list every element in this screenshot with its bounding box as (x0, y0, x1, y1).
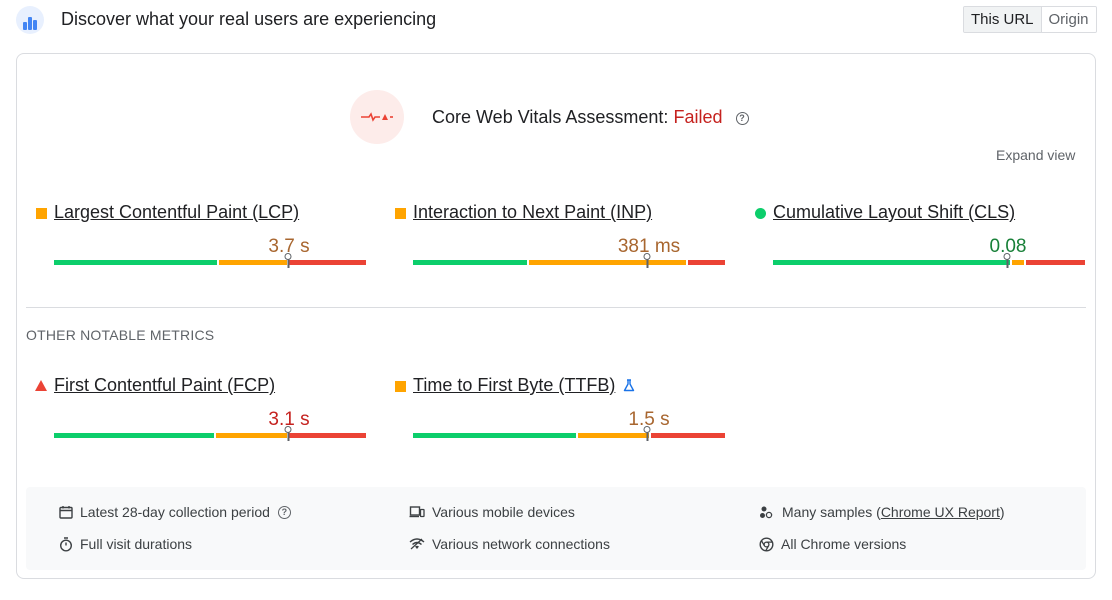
assessment-status: Failed (673, 107, 723, 127)
metric-lcp: Largest Contentful Paint (LCP) 3.7 s (36, 202, 366, 282)
metric-value-ttfb: 1.5 s (628, 409, 670, 430)
assessment-heading: Core Web Vitals Assessment: Failed ? (432, 107, 749, 128)
flask-icon[interactable] (623, 379, 635, 392)
crux-logo-icon (16, 6, 44, 34)
chrome-ux-report-link[interactable]: Chrome UX Report (880, 504, 1000, 520)
orange-square-icon (395, 208, 406, 219)
metric-value-lcp: 3.7 s (268, 236, 310, 257)
samples-prefix: Many samples ( (782, 504, 881, 520)
network-item: Various network connections (409, 536, 610, 552)
stopwatch-icon (59, 536, 73, 552)
data-info-footer: Latest 28-day collection period ? Variou… (26, 487, 1086, 570)
devices-icon (409, 506, 425, 518)
p75-marker (643, 426, 651, 441)
samples-item: Many samples (Chrome UX Report) (759, 504, 1005, 520)
distribution-bar-ttfb (413, 426, 725, 441)
origin-button[interactable]: Origin (1041, 7, 1096, 32)
metric-label-fcp[interactable]: First Contentful Paint (FCP) (54, 375, 276, 395)
report-header: Discover what your real users are experi… (0, 0, 1112, 40)
needs-improvement-segment (219, 260, 287, 265)
devices-text: Various mobile devices (432, 504, 575, 520)
needs-improvement-segment (216, 433, 287, 438)
this-url-button[interactable]: This URL (964, 7, 1042, 32)
other-metrics-heading: OTHER NOTABLE METRICS (26, 327, 215, 343)
metric-label-lcp[interactable]: Largest Contentful Paint (LCP) (54, 202, 300, 222)
calendar-icon (59, 506, 73, 519)
green-circle-icon (755, 208, 766, 219)
metric-fcp: First Contentful Paint (FCP) 3.1 s (35, 375, 366, 455)
metric-label-cls[interactable]: Cumulative Layout Shift (CLS) (773, 202, 1016, 222)
poor-segment (1026, 260, 1085, 265)
section-divider (26, 307, 1086, 308)
metric-value-inp: 381 ms (617, 236, 681, 257)
help-circle-icon[interactable]: ? (735, 112, 749, 125)
p75-marker (284, 253, 292, 268)
metric-inp: Interaction to Next Paint (INP) 381 ms (395, 202, 725, 282)
durations-text: Full visit durations (80, 536, 193, 552)
collection-period-text: Latest 28-day collection period (80, 504, 270, 520)
good-segment (54, 260, 218, 265)
needs-improvement-segment (528, 260, 687, 265)
devices-item: Various mobile devices (409, 504, 575, 520)
url-origin-toggle[interactable]: This URL Origin (963, 6, 1097, 33)
assessment-label: Core Web Vitals Assessment: (432, 107, 669, 127)
chrome-icon (759, 536, 774, 552)
good-segment (413, 433, 577, 438)
chrome-versions-item: All Chrome versions (759, 536, 906, 552)
network-text: Various network connections (432, 536, 610, 552)
needs-improvement-segment (1012, 260, 1025, 265)
red-triangle-icon (35, 380, 47, 391)
distribution-bar-fcp (54, 426, 366, 441)
metric-cls: Cumulative Layout Shift (CLS) 0.08 (755, 202, 1085, 282)
metric-label-ttfb[interactable]: Time to First Byte (TTFB) (413, 375, 616, 395)
distribution-bar-cls (773, 253, 1085, 268)
collection-period-item: Latest 28-day collection period ? (59, 504, 291, 520)
expand-view-link[interactable]: Expand view (996, 147, 1076, 163)
distribution-bar-inp (413, 253, 725, 268)
poor-segment (289, 260, 366, 265)
good-segment (54, 433, 215, 438)
needs-improvement-segment (578, 433, 650, 438)
failed-waveform-icon (350, 90, 404, 144)
good-segment (413, 260, 527, 265)
poor-segment (651, 433, 725, 438)
metric-value-fcp: 3.1 s (268, 409, 310, 430)
distribution-bar-lcp (54, 253, 366, 268)
page-title: Discover what your real users are experi… (61, 9, 437, 29)
wifi-icon (409, 538, 425, 550)
field-data-card: Core Web Vitals Assessment: Failed ? Exp… (16, 53, 1096, 579)
durations-item: Full visit durations (59, 536, 192, 552)
poor-segment (688, 260, 725, 265)
metric-label-ttfb-wrap: Time to First Byte (TTFB) (413, 375, 635, 396)
samples-icon (760, 506, 773, 519)
samples-suffix: ) (999, 504, 1005, 520)
orange-square-icon (395, 381, 406, 392)
p75-marker (643, 253, 651, 268)
good-segment (773, 260, 1011, 265)
poor-segment (289, 433, 366, 438)
metric-ttfb: Time to First Byte (TTFB) 1.5 s (395, 375, 725, 455)
help-circle-icon[interactable]: ? (277, 505, 291, 519)
p75-marker (1003, 253, 1011, 268)
orange-square-icon (36, 208, 47, 219)
metric-value-cls: 0.08 (989, 236, 1027, 257)
chrome-versions-text: All Chrome versions (781, 536, 907, 552)
p75-marker (284, 426, 292, 441)
metric-label-inp[interactable]: Interaction to Next Paint (INP) (413, 202, 653, 222)
